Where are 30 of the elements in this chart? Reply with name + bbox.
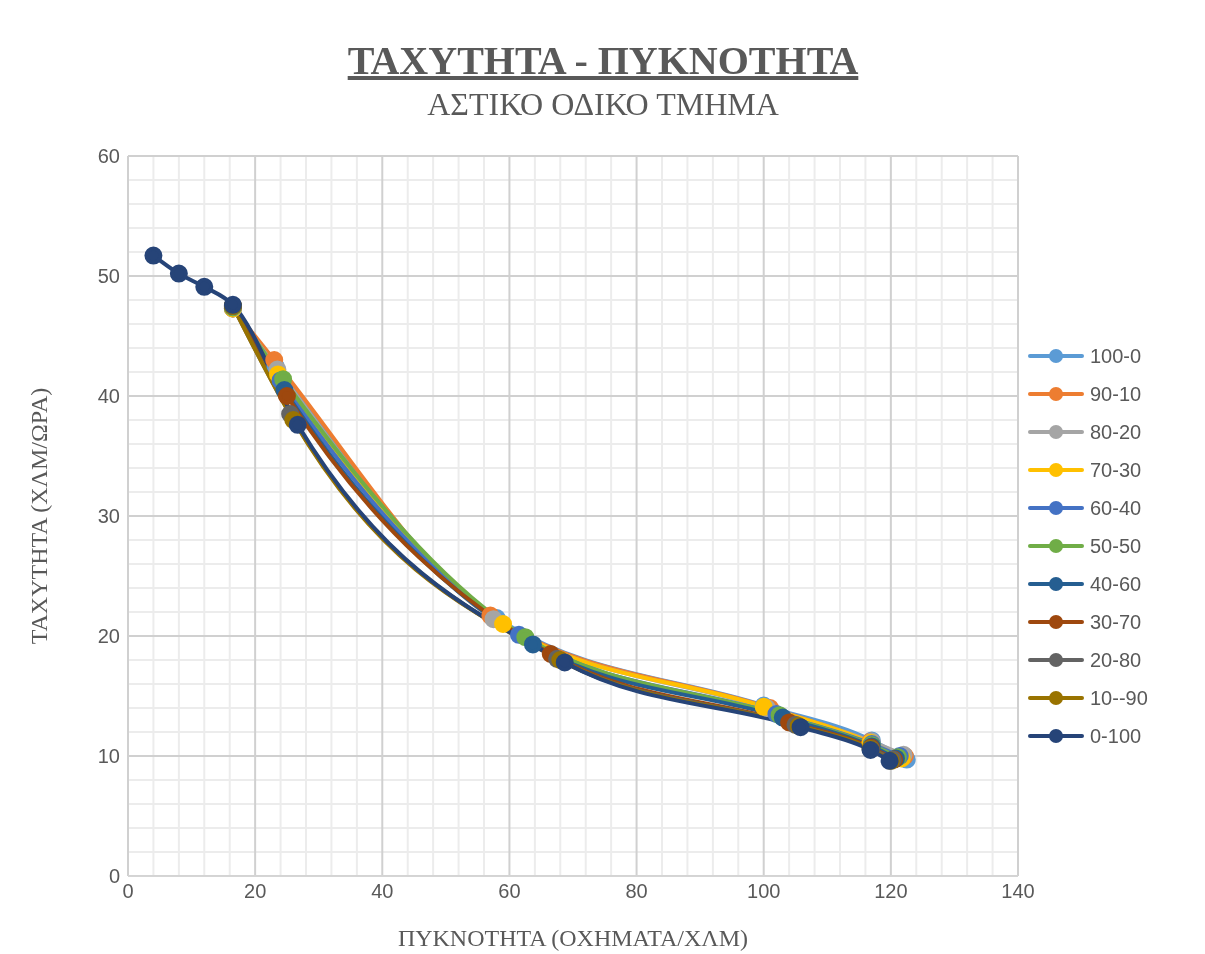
chart-subtitle: ΑΣΤΙΚΟ ΟΔΙΚΟ ΤΜΗΜΑ bbox=[426, 85, 780, 124]
legend-label: 80-20 bbox=[1090, 420, 1142, 444]
legend-label: 40-60 bbox=[1090, 572, 1142, 596]
x-tick-label: 120 bbox=[874, 880, 908, 903]
legend-label: 60-40 bbox=[1090, 496, 1142, 520]
y-tick-label: 10 bbox=[97, 745, 120, 768]
legend-label: 90-10 bbox=[1090, 382, 1142, 406]
y-tick-label: 20 bbox=[97, 625, 120, 648]
x-tick-label: 40 bbox=[371, 880, 394, 903]
legend-label: 30-70 bbox=[1090, 610, 1142, 634]
legend-label: 0-100 bbox=[1090, 724, 1142, 748]
legend-label: 20-80 bbox=[1090, 648, 1142, 672]
y-tick-label: 50 bbox=[97, 265, 120, 288]
y-tick-label: 60 bbox=[97, 145, 120, 168]
legend-label: 10--90 bbox=[1090, 686, 1148, 710]
chart-title: ΤΑΧΥΤΗΤΑ - ΠΥΚΝΟΤΗΤΑ bbox=[346, 38, 860, 84]
x-tick-label: 20 bbox=[244, 880, 267, 903]
x-tick-label: 60 bbox=[498, 880, 521, 903]
legend-label: 50-50 bbox=[1090, 534, 1142, 558]
y-axis-title: ΤΑΧΥΤΗΤΑ (ΧΛΜ/ΩΡΑ) bbox=[25, 387, 52, 645]
y-tick-label: 0 bbox=[108, 865, 120, 888]
legend-label: 100-0 bbox=[1090, 344, 1142, 368]
x-tick-label: 140 bbox=[1001, 880, 1035, 903]
x-axis-title: ΠΥΚΝΟΤΗΤΑ (ΟΧΗΜΑΤΑ/ΧΛΜ) bbox=[397, 925, 749, 951]
x-tick-label: 80 bbox=[625, 880, 648, 903]
x-tick-label: 0 bbox=[122, 880, 134, 903]
y-tick-label: 30 bbox=[97, 505, 120, 528]
legend-label: 70-30 bbox=[1090, 458, 1142, 482]
x-tick-label: 100 bbox=[747, 880, 781, 903]
y-tick-label: 40 bbox=[97, 385, 120, 408]
